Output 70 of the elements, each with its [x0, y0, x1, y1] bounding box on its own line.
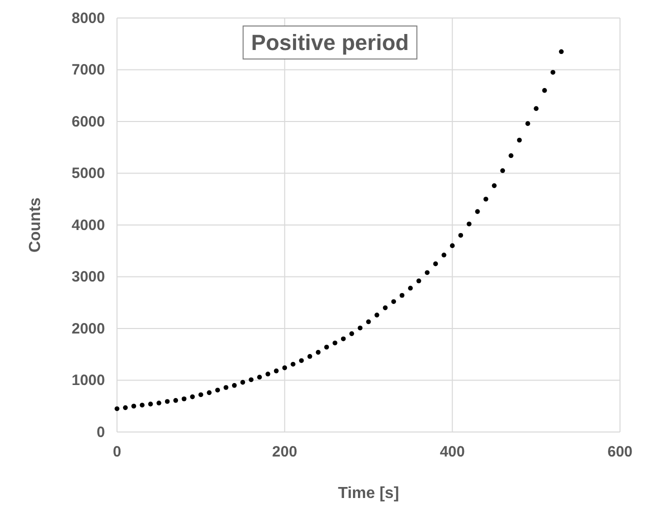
- y-tick-label: 1000: [72, 372, 105, 390]
- point: [299, 358, 304, 363]
- point: [164, 399, 170, 404]
- point: [508, 153, 514, 158]
- point: [316, 350, 321, 355]
- point: [500, 168, 506, 174]
- y-tick-label: 3000: [72, 268, 105, 286]
- x-tick-label: 600: [607, 444, 633, 461]
- point: [274, 368, 279, 374]
- y-tick-label: 2000: [72, 320, 105, 338]
- point: [114, 406, 120, 412]
- point: [366, 319, 371, 324]
- y-tick-label: 5000: [72, 165, 105, 182]
- point: [416, 278, 422, 284]
- point: [450, 243, 455, 248]
- point: [290, 362, 296, 367]
- point: [525, 121, 530, 126]
- x-tick-label: 200: [272, 444, 298, 461]
- point: [140, 402, 145, 408]
- point: [340, 336, 346, 342]
- point: [433, 261, 438, 266]
- point: [307, 354, 312, 359]
- point: [374, 312, 380, 318]
- point: [156, 400, 162, 406]
- point: [215, 388, 220, 392]
- y-tick-label: 7000: [72, 62, 105, 79]
- point: [131, 404, 136, 409]
- point: [190, 394, 195, 400]
- point: [492, 183, 497, 188]
- point: [424, 270, 430, 275]
- point: [542, 88, 547, 93]
- point: [349, 331, 354, 336]
- point: [442, 252, 446, 258]
- point: [122, 405, 128, 410]
- point: [182, 396, 186, 402]
- point: [206, 390, 212, 396]
- y-tick-label: 0: [96, 424, 105, 441]
- point: [483, 196, 488, 202]
- y-axis-title: Counts: [27, 197, 44, 253]
- text: Positive period: [251, 30, 409, 55]
- point: [198, 392, 204, 398]
- x-axis-title: Time [s]: [338, 485, 400, 502]
- point: [550, 70, 556, 75]
- point: [224, 385, 228, 390]
- point: [466, 222, 472, 226]
- point: [282, 365, 288, 370]
- point: [534, 106, 539, 111]
- x-tick-label: 400: [440, 444, 465, 461]
- point: [240, 380, 246, 385]
- point: [458, 232, 464, 238]
- point: [232, 383, 237, 388]
- point: [266, 372, 270, 376]
- point: [408, 286, 413, 291]
- point: [558, 49, 564, 54]
- point: [475, 209, 480, 214]
- y-tick-label: 8000: [72, 10, 105, 27]
- point: [382, 305, 388, 310]
- point: [257, 374, 262, 380]
- point: [324, 344, 329, 350]
- point: [517, 138, 522, 143]
- point: [173, 398, 178, 403]
- point: [391, 299, 396, 304]
- x-tick-label: 0: [112, 444, 122, 461]
- point: [358, 326, 363, 330]
- point: [248, 377, 254, 382]
- y-tick-label: 4000: [72, 216, 105, 234]
- point: [148, 402, 153, 406]
- y-tick-label: 6000: [72, 113, 105, 130]
- point: [332, 340, 338, 346]
- point: [400, 292, 404, 298]
